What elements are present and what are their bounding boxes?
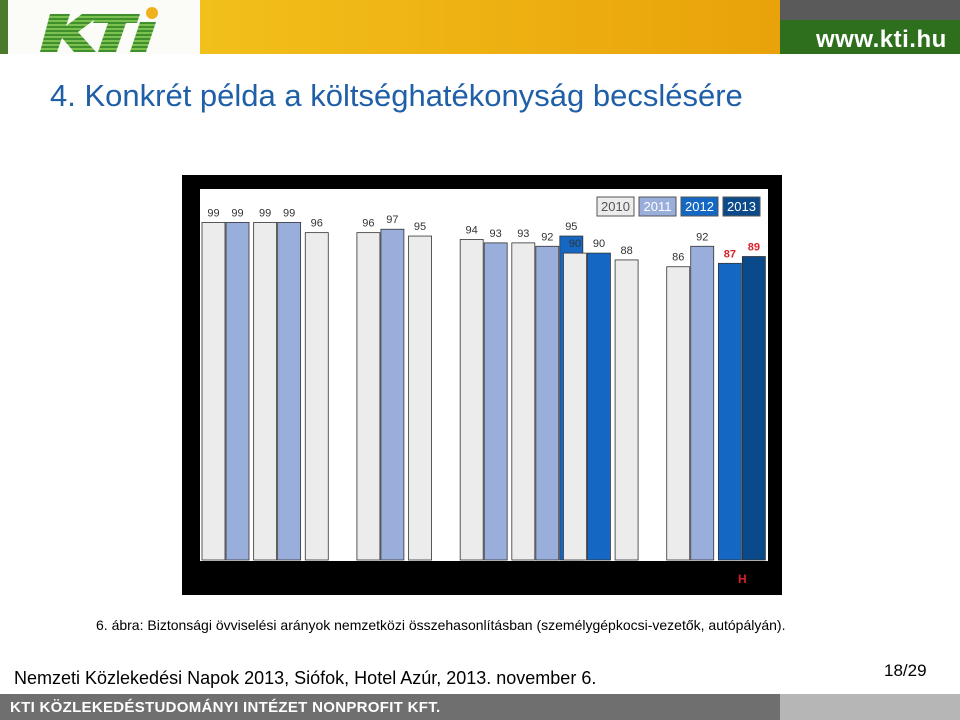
bar-value-label: 95 bbox=[565, 221, 577, 233]
institute-name: KTI KÖZLEKEDÉSTUDOMÁNYI INTÉZET NONPROFI… bbox=[10, 699, 441, 716]
bar-value-label: 93 bbox=[490, 228, 502, 240]
bar-value-label: 90 bbox=[593, 238, 605, 250]
bar-value-label: 86 bbox=[672, 252, 684, 264]
bar-value-label: 89 bbox=[748, 242, 760, 254]
event-footer: Nemzeti Közlekedési Napok 2013, Siófok, … bbox=[14, 668, 597, 688]
bar bbox=[459, 239, 484, 561]
page-number: 18/29 bbox=[884, 661, 927, 680]
bar-value-label: 97 bbox=[386, 214, 398, 226]
bar bbox=[483, 242, 508, 561]
bar bbox=[277, 222, 302, 561]
category-label: H bbox=[738, 572, 747, 586]
bar bbox=[408, 235, 432, 561]
header-bar bbox=[0, 0, 960, 54]
bar bbox=[511, 242, 536, 561]
legend-label: 2012 bbox=[685, 199, 714, 214]
url-banner bbox=[780, 0, 960, 54]
bar bbox=[356, 232, 381, 561]
bar bbox=[253, 222, 278, 561]
bar-value-label: 87 bbox=[724, 248, 736, 260]
bar-chart: 99 99 99 99 96 96 97 95 94 93 93 92 95 90 90 88 86 92 87 89… bbox=[200, 189, 768, 586]
bar-value-label: 88 bbox=[620, 245, 632, 257]
bar bbox=[690, 245, 715, 561]
bottom-bar bbox=[0, 694, 960, 720]
bar-value-label: 99 bbox=[259, 207, 271, 219]
bar-value-label: 96 bbox=[362, 218, 374, 230]
figure-caption: 6. ábra: Biztonsági övviselési arányok n… bbox=[96, 617, 786, 633]
bar bbox=[304, 232, 329, 561]
bar-value-label: 92 bbox=[541, 231, 553, 243]
bar-value-label: 94 bbox=[466, 224, 478, 236]
bar-value-label: 99 bbox=[207, 207, 219, 219]
bar bbox=[741, 256, 766, 561]
legend-swatch bbox=[596, 196, 635, 217]
bar bbox=[563, 252, 587, 561]
bar-value-label: 93 bbox=[517, 228, 529, 240]
bar bbox=[380, 228, 405, 561]
bar bbox=[535, 245, 560, 561]
bar-value-label: 95 bbox=[414, 221, 426, 233]
legend-swatch bbox=[680, 196, 719, 217]
bar bbox=[225, 222, 250, 561]
bar-value-label: 99 bbox=[231, 207, 243, 219]
bar-value-label: 92 bbox=[696, 231, 708, 243]
bar-value-label: 96 bbox=[311, 218, 323, 230]
legend-label: 2010 bbox=[601, 199, 630, 214]
bar bbox=[717, 262, 742, 561]
legend-swatch bbox=[638, 196, 677, 217]
legend-label: 2011 bbox=[644, 199, 672, 214]
legend-swatch bbox=[722, 196, 761, 217]
website-url[interactable]: www.kti.hu bbox=[816, 26, 947, 53]
bar-value-label: 99 bbox=[283, 207, 295, 219]
bar bbox=[201, 222, 226, 561]
kti-logo bbox=[40, 7, 158, 52]
chart-frame: 99 99 99 99 96 96 97 95 94 93 93 92 95 90 90 88 86 92 87 89… bbox=[182, 175, 782, 595]
slide-title: 4. Konkrét példa a költséghatékonyság be… bbox=[50, 78, 743, 113]
bar bbox=[614, 259, 639, 561]
bar-value-label: 90 bbox=[569, 238, 581, 250]
bar bbox=[666, 266, 691, 561]
bar bbox=[587, 252, 611, 561]
legend-label: 2013 bbox=[727, 199, 756, 214]
